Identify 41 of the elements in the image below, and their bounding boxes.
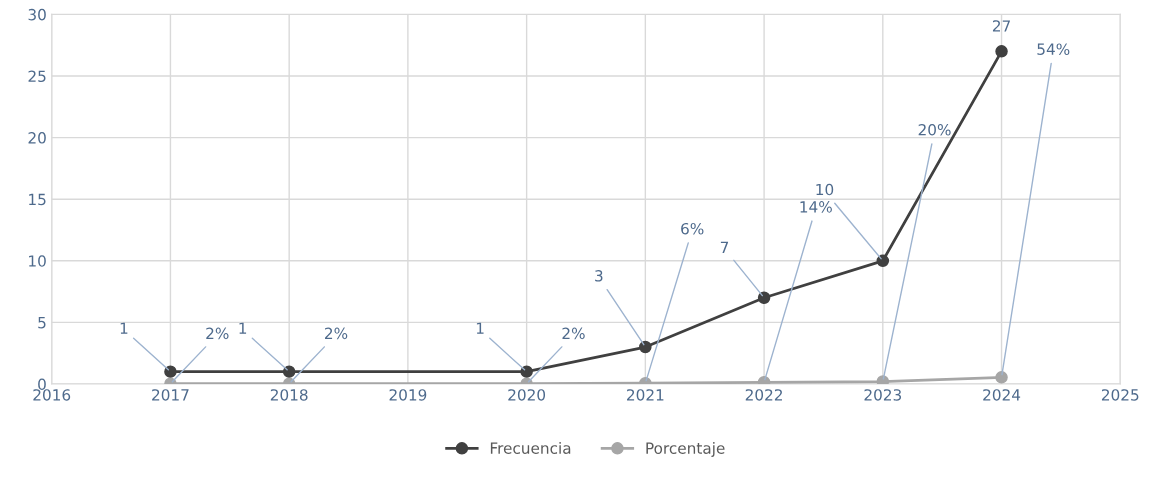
- x-tick-label: 2021: [627, 389, 664, 401]
- x-tick-label: 2025: [1101, 389, 1139, 401]
- data-label: 10: [816, 183, 834, 196]
- x-tick-label: 2020: [508, 389, 546, 401]
- data-label: 2%: [562, 327, 585, 340]
- y-tick-label: 5: [38, 317, 46, 329]
- x-tick-label: 2022: [745, 389, 782, 401]
- data-label: 1: [239, 322, 247, 334]
- data-label: 54%: [1037, 43, 1070, 55]
- data-label: 14%: [800, 201, 832, 213]
- data-label: 2%: [325, 327, 348, 340]
- point: [757, 291, 771, 305]
- x-tick-label: 2024: [983, 389, 1021, 401]
- data-label: 27: [992, 20, 1010, 32]
- legend-label: Porcentaje: [646, 442, 725, 457]
- point: [164, 365, 177, 378]
- data-label: 1: [120, 322, 128, 334]
- x-tick-label: 2016: [33, 389, 71, 401]
- x-tick-label: 2017: [152, 389, 189, 401]
- y-tick-label: 25: [28, 70, 46, 83]
- x-tick-label: 2023: [864, 389, 902, 401]
- y-tick-label: 0: [38, 378, 46, 391]
- y-tick-label: 15: [29, 193, 46, 206]
- point: [639, 340, 652, 354]
- data-label: 1: [476, 322, 484, 334]
- point: [282, 365, 296, 378]
- x-tick-label: 2018: [270, 389, 308, 401]
- x-tick-label: 2019: [389, 389, 427, 401]
- y-tick-label: 20: [28, 132, 46, 144]
- y-tick-label: 30: [28, 8, 46, 21]
- data-label: 7: [720, 241, 729, 253]
- point: [995, 45, 1008, 58]
- data-label: 20%: [918, 123, 951, 136]
- point: [995, 371, 1008, 384]
- legend-label: Frecuencia: [490, 442, 571, 454]
- data-label: 3: [595, 270, 603, 282]
- y-tick-label: 10: [29, 255, 46, 267]
- point: [520, 365, 533, 378]
- point: [876, 254, 890, 268]
- data-label: 6%: [681, 222, 704, 235]
- data-label: 2%: [206, 327, 229, 340]
